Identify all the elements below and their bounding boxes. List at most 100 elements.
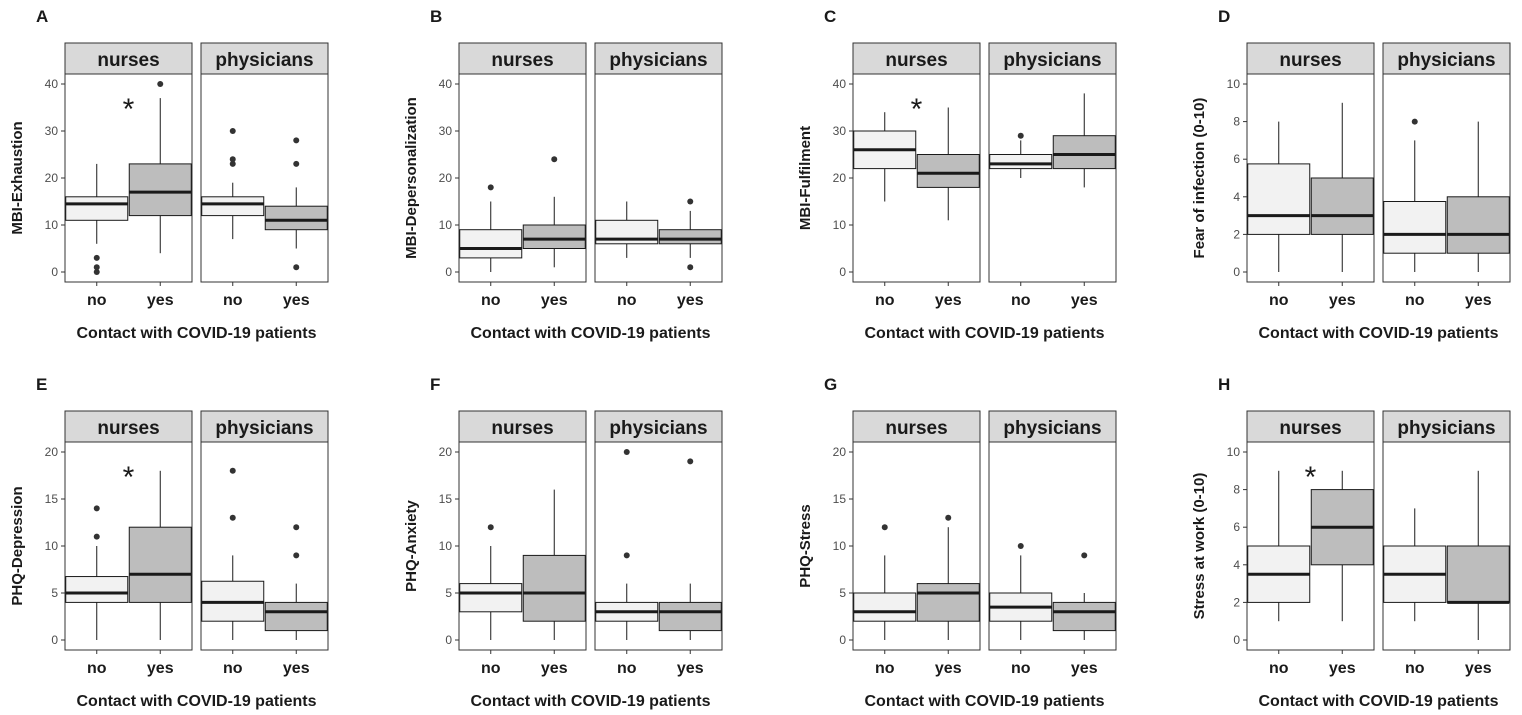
outlier-point	[551, 156, 558, 163]
box-yes	[264, 524, 328, 640]
y-tick-label: 20	[833, 445, 847, 459]
outlier-point	[93, 533, 100, 540]
facet-strip	[1246, 42, 1375, 75]
x-tick-label: yes	[677, 292, 704, 309]
y-tick-label: 4	[1233, 558, 1240, 572]
outlier-point	[687, 198, 694, 205]
panel-letter: B	[430, 7, 442, 26]
facet-strip-label: nurses	[1279, 418, 1341, 439]
box-iqr	[1383, 201, 1447, 254]
box-yes	[1052, 93, 1116, 188]
box-no	[1247, 121, 1311, 272]
y-tick-label: 2	[1233, 595, 1240, 609]
box-iqr	[989, 154, 1053, 170]
facet-physicians: physicians no yes	[200, 410, 329, 677]
box-iqr	[1247, 163, 1311, 235]
box-no	[989, 132, 1053, 178]
facet-strip-label: nurses	[97, 418, 159, 439]
y-tick-label: 6	[1233, 520, 1240, 534]
panel-c: C MBI-Fulfilment 0 10 20 30 40 nurses no yes * phys…	[797, 7, 1117, 342]
outlier-point	[93, 264, 100, 271]
y-tick-label: 15	[439, 492, 453, 506]
facet-strip	[200, 42, 329, 75]
box-iqr	[522, 224, 586, 249]
outlier-point	[881, 524, 888, 531]
box-no	[1383, 118, 1447, 272]
y-axis-label: MBI-Fulfilment	[797, 126, 814, 230]
x-tick-label: no	[1269, 292, 1289, 309]
y-tick-label: 15	[45, 492, 59, 506]
x-axis-label: Contact with COVID-19 patients	[470, 325, 710, 342]
x-tick-label: no	[1405, 292, 1425, 309]
x-tick-label: yes	[283, 292, 310, 309]
box-yes	[1446, 121, 1510, 272]
facet-strip	[64, 410, 193, 443]
panel-letter: E	[36, 375, 47, 394]
box-no	[853, 112, 917, 202]
facet-strip	[200, 410, 329, 443]
box-yes	[658, 458, 722, 640]
facet-physicians: physicians no yes	[594, 42, 723, 309]
y-tick-label: 8	[1233, 483, 1240, 497]
box-iqr	[1446, 545, 1510, 603]
y-tick-label: 5	[839, 586, 846, 600]
x-tick-label: yes	[147, 660, 174, 677]
box-iqr	[658, 229, 722, 245]
x-tick-label: yes	[541, 292, 568, 309]
x-tick-label: no	[481, 660, 501, 677]
outlier-point	[157, 81, 164, 87]
box-iqr	[264, 205, 328, 231]
outlier-point	[1411, 118, 1418, 125]
y-tick-label: 15	[833, 492, 847, 506]
x-tick-label: no	[1011, 292, 1031, 309]
y-tick-label: 4	[1233, 190, 1240, 204]
box-no	[595, 449, 659, 640]
box-yes	[1310, 470, 1374, 622]
x-tick-label: yes	[1329, 660, 1356, 677]
x-axis-label: Contact with COVID-19 patients	[76, 693, 316, 710]
x-axis-label: Contact with COVID-19 patients	[1258, 325, 1498, 342]
y-axis-label: PHQ-Anxiety	[403, 500, 420, 592]
y-tick-label: 0	[839, 265, 846, 279]
y-tick-label: 6	[1233, 152, 1240, 166]
outlier-point	[93, 269, 100, 275]
x-tick-label: no	[1405, 660, 1425, 677]
box-yes	[1310, 102, 1374, 272]
box-no	[201, 128, 265, 240]
x-tick-label: yes	[1465, 660, 1492, 677]
facet-strip-label: nurses	[491, 418, 553, 439]
facet-nurses: nurses no yes	[458, 42, 587, 309]
y-tick-label: 10	[833, 539, 847, 553]
panel-e: E PHQ-Depression 0 5 10 15 20 nurses no yes * physi…	[9, 375, 329, 710]
y-tick-label: 20	[45, 171, 59, 185]
box-yes	[522, 489, 586, 640]
box-no	[989, 543, 1053, 640]
box-yes	[916, 107, 980, 221]
facet-physicians: physicians no yes	[200, 42, 329, 309]
facet-strip-label: physicians	[1397, 50, 1495, 71]
x-tick-label: yes	[1465, 292, 1492, 309]
y-tick-label: 10	[439, 218, 453, 232]
y-tick-label: 20	[439, 445, 453, 459]
outlier-point	[623, 552, 630, 559]
box-no	[459, 184, 523, 272]
x-tick-label: no	[223, 292, 243, 309]
panel-letter: C	[824, 7, 836, 26]
box-no	[595, 201, 659, 258]
outlier-point	[487, 524, 494, 531]
box-no	[1383, 508, 1447, 622]
outlier-point	[293, 137, 300, 144]
x-axis-label: Contact with COVID-19 patients	[1258, 693, 1498, 710]
y-tick-label: 5	[445, 586, 452, 600]
outlier-point	[229, 128, 236, 134]
outlier-point	[293, 160, 300, 167]
box-no	[65, 505, 129, 640]
facet-nurses: nurses no yes	[852, 410, 981, 677]
x-tick-label: yes	[1071, 292, 1098, 309]
outlier-point	[229, 160, 236, 167]
facet-physicians: physicians no yes	[988, 42, 1117, 309]
facet-strip	[852, 42, 981, 75]
panel-letter: H	[1218, 375, 1230, 394]
outlier-point	[487, 184, 494, 191]
facet-strip-label: physicians	[609, 50, 707, 71]
